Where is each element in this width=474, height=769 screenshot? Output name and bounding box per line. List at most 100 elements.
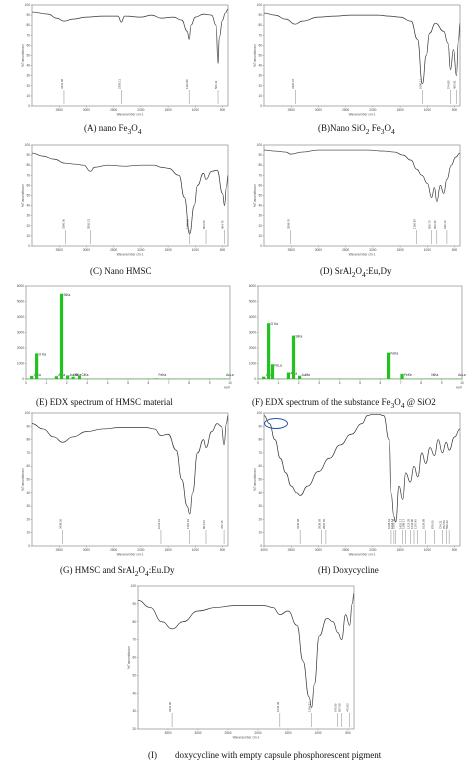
xtick-label-f: 0 <box>257 381 259 385</box>
ytick-label-e: 4000 <box>17 315 24 319</box>
peak-label-h: 2862.56 <box>322 518 326 529</box>
spectrum-line-i <box>137 592 355 708</box>
y-axis-label-d: %Transmittance <box>253 184 257 207</box>
xtick-label-e: 10 <box>228 381 232 385</box>
plot-frame-e <box>25 285 231 380</box>
peak-label-i: 3431.96 <box>168 701 172 712</box>
plot-frame-b <box>263 4 461 107</box>
peak-label-c: 2926.21 <box>86 218 90 229</box>
xtick-label-h: 2000 <box>369 548 376 552</box>
ytick-label-d: 40 <box>258 204 262 208</box>
ytick-label-i: 60 <box>132 656 136 660</box>
ytick-label-a: 10 <box>26 94 30 98</box>
ytick-label-f: 5000 <box>249 300 256 304</box>
ytick-label-e: 3000 <box>17 331 24 335</box>
ytick-label-c: 100 <box>25 143 31 147</box>
peak-label-d: 3508.76 <box>287 218 291 229</box>
ytick-label-h: 80 <box>258 438 262 442</box>
ytick-label-c: 30 <box>26 214 30 218</box>
chart-panel-g: 0 10 20 30 40 50 60 70 80 90 100 3500 3000 2500 2000 15… <box>20 410 230 560</box>
ytick-label-i: 20 <box>132 727 136 731</box>
x-axis-label-i: Wavenumber cm-1 <box>233 736 260 740</box>
peak-label-i: 1636.39 <box>276 701 280 712</box>
xtick-label-c: 1500 <box>165 248 172 252</box>
ytick-label-c: 20 <box>26 224 30 228</box>
xtick-label-f: 1 <box>278 381 280 385</box>
peak-label-d: 640.13 <box>443 220 447 229</box>
ytick-label-h: 50 <box>258 478 262 482</box>
instrument-logo <box>264 418 288 429</box>
chart-a: 0 10 20 30 40 50 60 70 80 90 100 3500 3000 2500 2000 15… <box>21 3 229 117</box>
peak-label-c: 464.75 <box>220 220 224 229</box>
xtick-label-c: 3500 <box>56 248 63 252</box>
ytick-label-f: 0 <box>254 377 256 381</box>
ytick-label-h: 30 <box>258 504 262 508</box>
ytick-label-c: 80 <box>26 163 30 167</box>
xtick-label-i: 2000 <box>254 731 261 735</box>
ytick-label-g: 10 <box>26 531 30 535</box>
peak-label-g: 1631.12 <box>157 518 161 529</box>
ytick-label-g: 70 <box>26 451 30 455</box>
xtick-label-g: 2000 <box>137 548 144 552</box>
xtick-label-d: 3500 <box>288 248 295 252</box>
xtick-label-b: 2000 <box>369 108 376 112</box>
ytick-label-b: 40 <box>258 64 262 68</box>
y-axis-label-i: %Transmittance <box>127 646 131 669</box>
edx-peak-f <box>262 376 266 379</box>
chart-panel-e: 0 1000 2000 3000 4000 5000 6000 0 1 2 3 4 5 6 7 8 9 10 keV… <box>14 283 234 393</box>
spectrum-line-a <box>31 8 229 64</box>
x-axis-label-a: Wavenumber cm-1 <box>117 113 144 117</box>
ytick-label-a: 30 <box>26 74 30 78</box>
ytick-label-d: 20 <box>258 224 262 228</box>
peak-label-g: 3438.26 <box>59 518 63 529</box>
peak-label-h: 870.00 <box>430 520 434 529</box>
ytick-label-g: 40 <box>26 491 30 495</box>
x-axis-label-g: Wavenumber cm-1 <box>117 553 144 557</box>
edx-peak-label-f: AuLa <box>458 373 466 377</box>
ytick-label-i: 100 <box>131 584 137 588</box>
ytick-label-c: 90 <box>26 153 30 157</box>
caption-d: (D) SrAl2O4:Eu,Dy <box>320 266 392 279</box>
peak-label-h: 1614.14 <box>390 518 394 529</box>
ytick-label-a: 80 <box>26 23 30 27</box>
x-axis-label-b: Wavenumber cm-1 <box>349 113 376 117</box>
ytick-label-c: 70 <box>26 173 30 177</box>
ytick-label-b: 90 <box>258 13 262 17</box>
spectrum-line-d <box>263 149 461 202</box>
xtick-label-e: 9 <box>209 381 211 385</box>
edx-peak-f <box>298 375 302 379</box>
x-axis-label-c: Wavenumber cm-1 <box>117 253 144 257</box>
xtick-label-b: 3000 <box>315 108 322 112</box>
ytick-label-d: 90 <box>258 153 262 157</box>
ytick-label-a: 20 <box>26 84 30 88</box>
peak-label-d: 826.40 <box>433 220 437 229</box>
xtick-label-g: 3000 <box>83 548 90 552</box>
edx-peak-label-e: ClKa <box>81 373 88 377</box>
xtick-label-i: 1000 <box>314 731 321 735</box>
xtick-label-a: 3000 <box>83 108 90 112</box>
xtick-label-b: 3500 <box>288 108 295 112</box>
spectrum-line-b <box>263 12 461 85</box>
noise-baseline-e <box>26 378 230 379</box>
xtick-label-g: 500 <box>220 548 226 552</box>
caption-i: (I) doxycycline with empty capsule phosp… <box>148 750 382 760</box>
caption-e: (E) EDX spectrum of HMSC material <box>36 397 173 407</box>
xtick-label-d: 1000 <box>424 248 431 252</box>
chart-g: 0 10 20 30 40 50 60 70 80 90 100 3500 3000 2500 2000 15… <box>21 411 229 557</box>
ytick-label-h: 40 <box>258 491 262 495</box>
xtick-label-h: 3000 <box>315 548 322 552</box>
xtick-label-i: 1500 <box>284 731 291 735</box>
caption-h: (H) Doxycycline <box>318 565 379 575</box>
peak-label-c: 803.50 <box>202 220 206 229</box>
edx-peak-label-e: SiKa <box>63 293 70 297</box>
ytick-label-h: 0 <box>260 544 262 548</box>
xtick-label-f: 10 <box>460 381 464 385</box>
xtick-label-g: 1500 <box>165 548 172 552</box>
edx-peak-label-f: FeLa <box>274 363 281 367</box>
peak-label-d: 920.73 <box>428 220 432 229</box>
chart-panel-b: 0 10 20 30 40 50 60 70 80 90 100 3500 3000 2500 2000 15… <box>252 2 462 120</box>
ytick-label-e: 5000 <box>17 300 24 304</box>
peak-label-h: 1398.17 <box>402 518 406 529</box>
ytick-label-b: 30 <box>258 74 262 78</box>
edx-peak-label-e: O Ka <box>39 352 46 356</box>
